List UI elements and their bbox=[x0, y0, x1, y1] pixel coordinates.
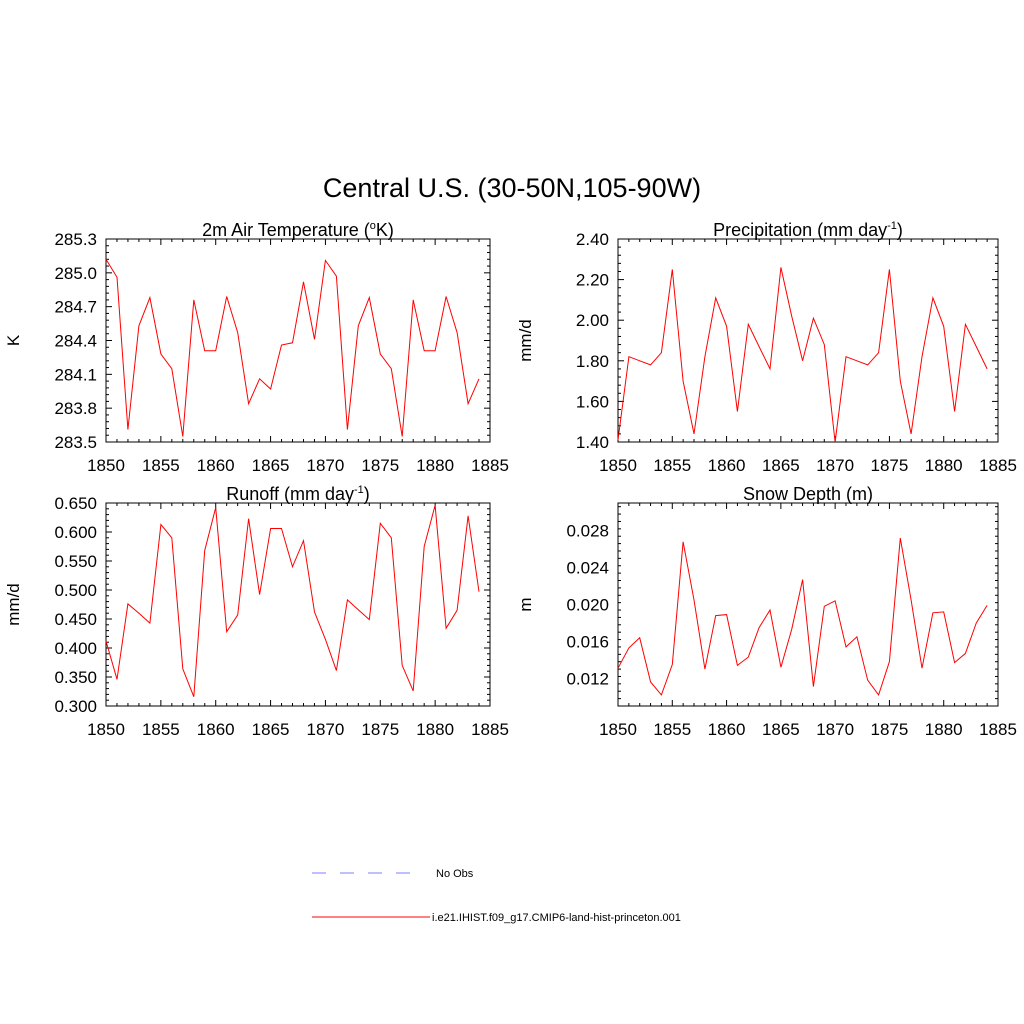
x-tick-label: 1870 bbox=[307, 456, 345, 475]
y-tick-label: 0.012 bbox=[566, 669, 609, 688]
y-tick-label: 285.0 bbox=[54, 264, 97, 283]
x-tick-label: 1870 bbox=[307, 720, 345, 739]
y-tick-label: 284.4 bbox=[54, 332, 97, 351]
plot-frame-air-temperature bbox=[105, 238, 491, 443]
series-line-air-temperature bbox=[105, 259, 480, 437]
y-tick-label: 283.8 bbox=[54, 399, 97, 418]
chart-snow-depth: Snow Depth (m) 1850 1855 1860 1865 1870 1875 18… bbox=[516, 484, 1017, 739]
plot-frame-precipitation bbox=[617, 238, 999, 443]
y-tick-label: 0.024 bbox=[566, 559, 609, 578]
x-tick-label: 1855 bbox=[653, 720, 691, 739]
y-tick-label: 0.550 bbox=[54, 552, 97, 571]
y-tick-label: 2.00 bbox=[576, 311, 609, 330]
y-tick-label: 0.500 bbox=[54, 581, 97, 600]
x-tick-label: 1855 bbox=[142, 720, 180, 739]
chart-air-temperature: 2m Air Temperature (oK) 1850 1855 1860 1865 1… bbox=[4, 220, 509, 475]
chart-title-text: Runoff (mm day bbox=[226, 484, 354, 504]
x-tick-label: 1885 bbox=[471, 456, 509, 475]
chart-title-text: Snow Depth (m) bbox=[743, 484, 873, 504]
y-tick-label: 2.20 bbox=[576, 271, 609, 290]
y-tick-label: 0.020 bbox=[566, 596, 609, 615]
plot-frame-snow-depth bbox=[617, 502, 999, 707]
y-tick-label: 0.028 bbox=[566, 522, 609, 541]
x-tick-label: 1850 bbox=[87, 456, 125, 475]
y-tick-label: 1.80 bbox=[576, 352, 609, 371]
x-tick-label: 1860 bbox=[197, 456, 235, 475]
x-tick-label: 1875 bbox=[871, 456, 909, 475]
x-tick-label: 1885 bbox=[979, 456, 1017, 475]
y-axis-label-air-temperature: K bbox=[4, 334, 23, 346]
x-tick-label: 1850 bbox=[599, 456, 637, 475]
x-tick-label: 1850 bbox=[599, 720, 637, 739]
x-tick-label: 1865 bbox=[252, 720, 290, 739]
chart-title-suffix: K) bbox=[376, 220, 394, 240]
series-line-precipitation bbox=[617, 267, 988, 443]
x-tick-label: 1880 bbox=[416, 456, 454, 475]
plot-frame-runoff bbox=[105, 502, 491, 707]
x-tick-label: 1860 bbox=[708, 456, 746, 475]
x-tick-label: 1885 bbox=[471, 720, 509, 739]
x-tick-label: 1870 bbox=[816, 720, 854, 739]
x-tick-label: 1880 bbox=[925, 456, 963, 475]
y-tick-label: 0.016 bbox=[566, 632, 609, 651]
x-tick-label: 1880 bbox=[416, 720, 454, 739]
chart-title-snow-depth: Snow Depth (m) bbox=[743, 484, 873, 504]
chart-title-superscript: o bbox=[370, 220, 376, 232]
legend-entry-model: i.e21.IHIST.f09_g17.CMIP6-land-hist-prin… bbox=[312, 912, 681, 924]
legend-label-model: i.e21.IHIST.f09_g17.CMIP6-land-hist-prin… bbox=[432, 912, 681, 924]
chart-title-precipitation: Precipitation (mm day-1) bbox=[713, 220, 903, 240]
x-tick-label: 1870 bbox=[816, 456, 854, 475]
legend-label-no-obs: No Obs bbox=[436, 868, 474, 880]
y-tick-label: 0.350 bbox=[54, 668, 97, 687]
x-tick-label: 1850 bbox=[87, 720, 125, 739]
chart-runoff: Runoff (mm day-1) 1850 1855 1860 1865 1870 187… bbox=[4, 484, 509, 739]
x-tick-label: 1885 bbox=[979, 720, 1017, 739]
legend: No Obs i.e21.IHIST.f09_g17.CMIP6-land-hi… bbox=[312, 868, 681, 924]
x-tick-label: 1875 bbox=[871, 720, 909, 739]
chart-title-superscript: -1 bbox=[887, 220, 897, 232]
y-tick-label: 0.600 bbox=[54, 523, 97, 542]
x-tick-label: 1855 bbox=[653, 456, 691, 475]
y-tick-label: 285.3 bbox=[54, 230, 97, 249]
x-tick-label: 1860 bbox=[708, 720, 746, 739]
y-tick-label: 0.450 bbox=[54, 610, 97, 629]
chart-title-runoff: Runoff (mm day-1) bbox=[226, 484, 370, 504]
y-tick-label: 0.650 bbox=[54, 494, 97, 513]
x-tick-label: 1875 bbox=[361, 720, 399, 739]
x-tick-label: 1865 bbox=[762, 456, 800, 475]
y-tick-label: 284.7 bbox=[54, 298, 97, 317]
chart-precipitation: Precipitation (mm day-1) 1850 1855 1860 1865… bbox=[516, 220, 1017, 475]
chart-title-suffix: ) bbox=[364, 484, 370, 504]
x-tick-label: 1865 bbox=[252, 456, 290, 475]
x-tick-label: 1875 bbox=[361, 456, 399, 475]
y-tick-label: 0.300 bbox=[54, 697, 97, 716]
chart-title-text: 2m Air Temperature ( bbox=[202, 220, 370, 240]
chart-title-air-temperature: 2m Air Temperature (oK) bbox=[202, 220, 394, 240]
y-tick-label: 1.40 bbox=[576, 433, 609, 452]
figure-title: Central U.S. (30-50N,105-90W) bbox=[323, 173, 701, 203]
chart-title-suffix: ) bbox=[897, 220, 903, 240]
y-tick-label: 0.400 bbox=[54, 639, 97, 658]
y-axis-label-runoff: mm/d bbox=[4, 583, 23, 626]
x-tick-label: 1855 bbox=[142, 456, 180, 475]
y-tick-label: 284.1 bbox=[54, 365, 97, 384]
y-axis-label-precipitation: mm/d bbox=[516, 319, 535, 362]
x-tick-label: 1860 bbox=[197, 720, 235, 739]
series-line-snow-depth bbox=[617, 538, 988, 696]
y-tick-label: 283.5 bbox=[54, 433, 97, 452]
legend-entry-no-obs: No Obs bbox=[312, 868, 474, 880]
y-tick-label: 2.40 bbox=[576, 230, 609, 249]
chart-title-text: Precipitation (mm day bbox=[713, 220, 887, 240]
x-tick-label: 1865 bbox=[762, 720, 800, 739]
x-tick-label: 1880 bbox=[925, 720, 963, 739]
y-tick-label: 1.60 bbox=[576, 392, 609, 411]
chart-title-superscript: -1 bbox=[354, 484, 364, 496]
y-axis-label-snow-depth: m bbox=[516, 597, 535, 611]
series-line-runoff bbox=[105, 505, 480, 697]
